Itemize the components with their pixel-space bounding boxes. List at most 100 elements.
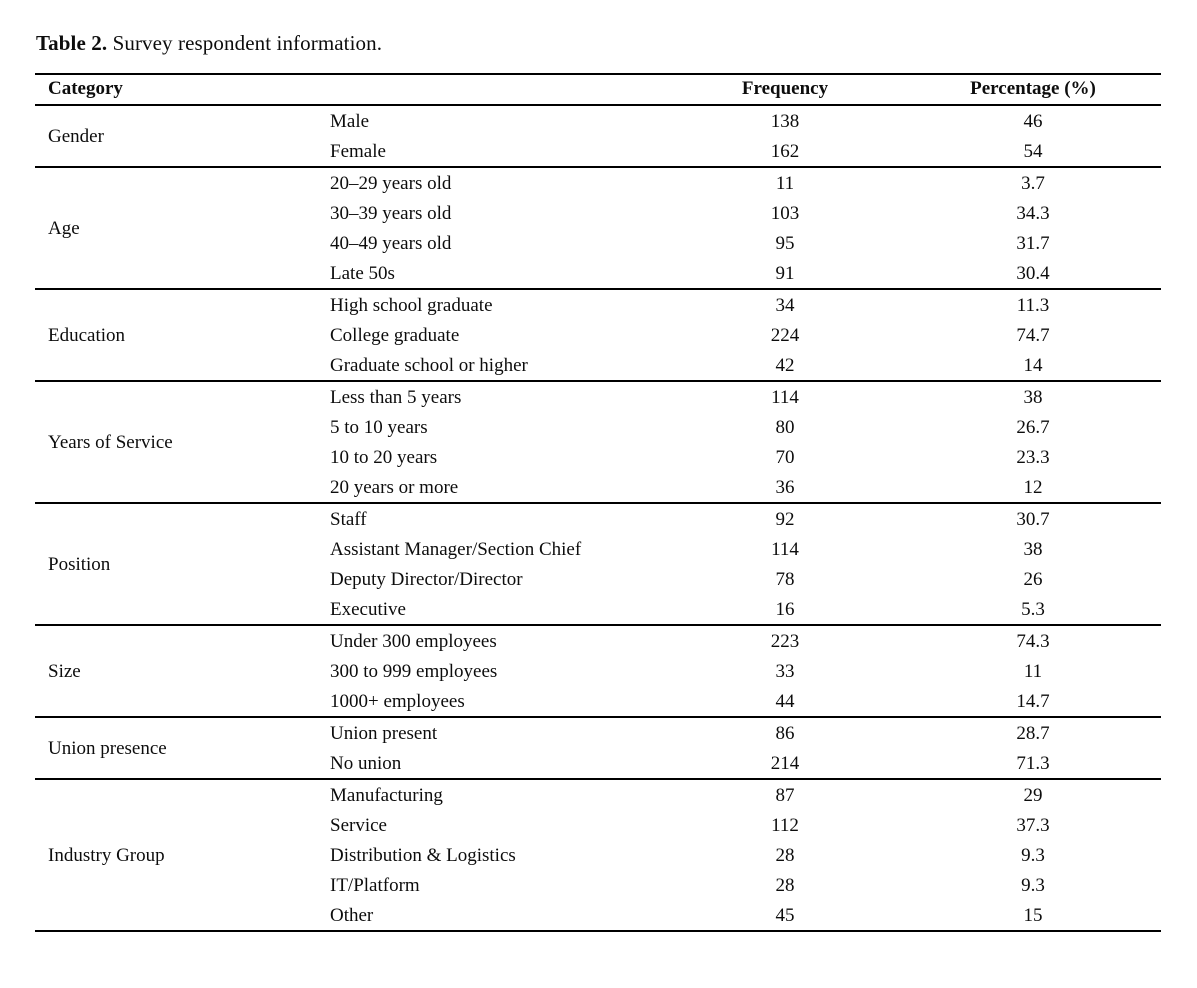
frequency-cell: 28	[775, 844, 795, 866]
subcategory-cell: Less than 5 years	[330, 380, 666, 412]
table-row: Size Under 300 employees 223 74.3	[35, 624, 1162, 717]
category-cell: Gender	[35, 104, 330, 167]
subcategory-cell: 10 to 20 years	[330, 446, 438, 468]
subcategory-cell: Union present	[330, 716, 666, 748]
subcategory-cell: Deputy Director/Director	[330, 568, 523, 590]
frequency-cell: 95	[775, 232, 795, 254]
table-caption-label: Table 2.	[36, 31, 108, 55]
frequency-cell: 92	[665, 502, 906, 534]
table-row: Graduate school or higher 42 14	[35, 350, 1161, 381]
subcategory-cell: 300 to 999 employees	[330, 660, 498, 682]
table-row: Years of Service Less than 5 years 114 38	[35, 380, 1162, 503]
frequency-cell: 86	[665, 716, 906, 748]
subcategory-cell: Manufacturing	[330, 778, 666, 810]
percentage-cell: 5.3	[1021, 598, 1045, 620]
frequency-cell: 33	[775, 660, 795, 682]
subcategory-cell: Male	[330, 104, 666, 136]
category-cell: Size	[35, 624, 330, 717]
frequency-cell: 103	[770, 202, 800, 224]
subcategory-cell: Staff	[330, 502, 666, 534]
frequency-cell: 112	[771, 814, 799, 836]
subcategory-cell: 20 years or more	[330, 476, 459, 498]
percentage-cell: 26	[1023, 568, 1043, 590]
table-row: Executive 16 5.3	[35, 594, 1161, 625]
category-cell: Age	[35, 166, 330, 289]
percentage-cell: 74.3	[905, 624, 1162, 656]
column-header-percentage: Percentage (%)	[905, 74, 1162, 106]
percentage-cell: 28.7	[905, 716, 1162, 748]
frequency-cell: 42	[775, 354, 795, 376]
frequency-cell: 214	[770, 752, 800, 774]
table-row: Education High school graduate 34 11.3	[35, 288, 1162, 381]
percentage-cell: 14.7	[1016, 690, 1050, 712]
subcategory-cell: 30–39 years old	[330, 202, 452, 224]
percentage-cell: 14	[1023, 354, 1043, 376]
table-row: Other 45 15	[35, 900, 1161, 931]
table-row: Assistant Manager/Section Chief 114 38	[35, 534, 1161, 564]
subcategory-cell: IT/Platform	[330, 874, 420, 896]
frequency-cell: 223	[665, 624, 906, 656]
frequency-cell: 36	[775, 476, 795, 498]
percentage-cell: 11.3	[905, 288, 1162, 320]
table-row: Deputy Director/Director 78 26	[35, 564, 1161, 594]
subcategory-cell: Female	[330, 140, 386, 162]
percentage-cell: 9.3	[1021, 874, 1045, 896]
category-cell: Education	[35, 288, 330, 381]
subcategory-cell: Distribution & Logistics	[330, 844, 516, 866]
subcategory-cell: 1000+ employees	[330, 690, 465, 712]
survey-respondent-table: Category Frequency Percentage (%) Gender…	[35, 73, 1162, 932]
table-row: 40–49 years old 95 31.7	[35, 228, 1161, 258]
subcategory-cell: No union	[330, 752, 402, 774]
table-row: Industry Group Manufacturing 87 29	[35, 778, 1162, 931]
percentage-cell: 15	[1023, 904, 1043, 926]
percentage-cell: 3.7	[905, 166, 1162, 198]
table-row: IT/Platform 28 9.3	[35, 870, 1161, 900]
frequency-cell: 44	[775, 690, 795, 712]
subcategory-cell: College graduate	[330, 324, 460, 346]
subcategory-cell: Graduate school or higher	[330, 354, 528, 376]
subcategory-cell: Assistant Manager/Section Chief	[330, 538, 582, 560]
subcategory-cell: Other	[330, 904, 374, 926]
subcategory-cell: Executive	[330, 598, 406, 620]
frequency-cell: 138	[665, 104, 906, 136]
frequency-cell: 91	[775, 262, 795, 284]
table-row: Age 20–29 years old 11 3.7	[35, 166, 1162, 289]
frequency-cell: 70	[775, 446, 795, 468]
percentage-cell: 38	[1023, 538, 1043, 560]
percentage-cell: 12	[1023, 476, 1043, 498]
percentage-cell: 34.3	[1016, 202, 1050, 224]
percentage-cell: 23.3	[1016, 446, 1050, 468]
percentage-cell: 11	[1023, 660, 1043, 682]
category-cell: Years of Service	[35, 380, 330, 503]
subcategory-cell: Service	[330, 814, 387, 836]
percentage-cell: 37.3	[1016, 814, 1050, 836]
percentage-cell: 54	[1023, 140, 1043, 162]
table-row: Gender Male 138 46	[35, 104, 1162, 167]
frequency-cell: 114	[665, 380, 906, 412]
subcategory-cell: 5 to 10 years	[330, 416, 428, 438]
percentage-cell: 38	[905, 380, 1162, 412]
frequency-cell: 114	[771, 538, 799, 560]
percentage-cell: 31.7	[1016, 232, 1050, 254]
table-row: Union presence Union present 86 28.7	[35, 716, 1162, 779]
table-row: 5 to 10 years 80 26.7	[35, 412, 1161, 442]
column-header-frequency: Frequency	[665, 74, 906, 106]
table-row: College graduate 224 74.7	[35, 320, 1161, 350]
table-header: Category Frequency Percentage (%)	[35, 74, 1162, 106]
percentage-cell: 9.3	[1021, 844, 1045, 866]
table-body: Gender Male 138 46 Female 162 54 Age 20–29 years…	[35, 104, 1162, 931]
percentage-cell: 74.7	[1016, 324, 1050, 346]
frequency-cell: 45	[775, 904, 795, 926]
frequency-cell: 87	[665, 778, 906, 810]
percentage-cell: 71.3	[1016, 752, 1050, 774]
table-row: Distribution & Logistics 28 9.3	[35, 840, 1161, 870]
subcategory-cell: 20–29 years old	[330, 166, 666, 198]
frequency-cell: 11	[665, 166, 906, 198]
percentage-cell: 29	[905, 778, 1162, 810]
percentage-cell: 46	[905, 104, 1162, 136]
subcategory-cell: 40–49 years old	[330, 232, 452, 254]
frequency-cell: 162	[770, 140, 800, 162]
frequency-cell: 80	[775, 416, 795, 438]
table-row: 300 to 999 employees 33 11	[35, 656, 1161, 686]
